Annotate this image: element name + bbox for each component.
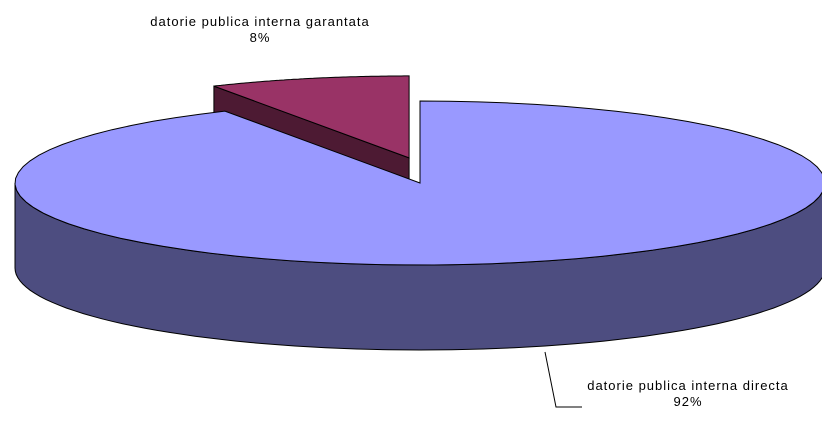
slice-percent: 8% — [249, 30, 271, 45]
slice — [14, 100, 822, 266]
slice-name: datorie publica interna garantata — [150, 14, 370, 29]
leader-line — [544, 351, 582, 408]
slice-name: datorie publica interna directa — [587, 378, 789, 393]
slice-label: datorie publica interna garantata 8% — [140, 14, 380, 46]
slice-label: datorie publica interna directa 92% — [578, 378, 798, 410]
slice-percent: 92% — [673, 394, 703, 409]
slice — [213, 75, 410, 159]
